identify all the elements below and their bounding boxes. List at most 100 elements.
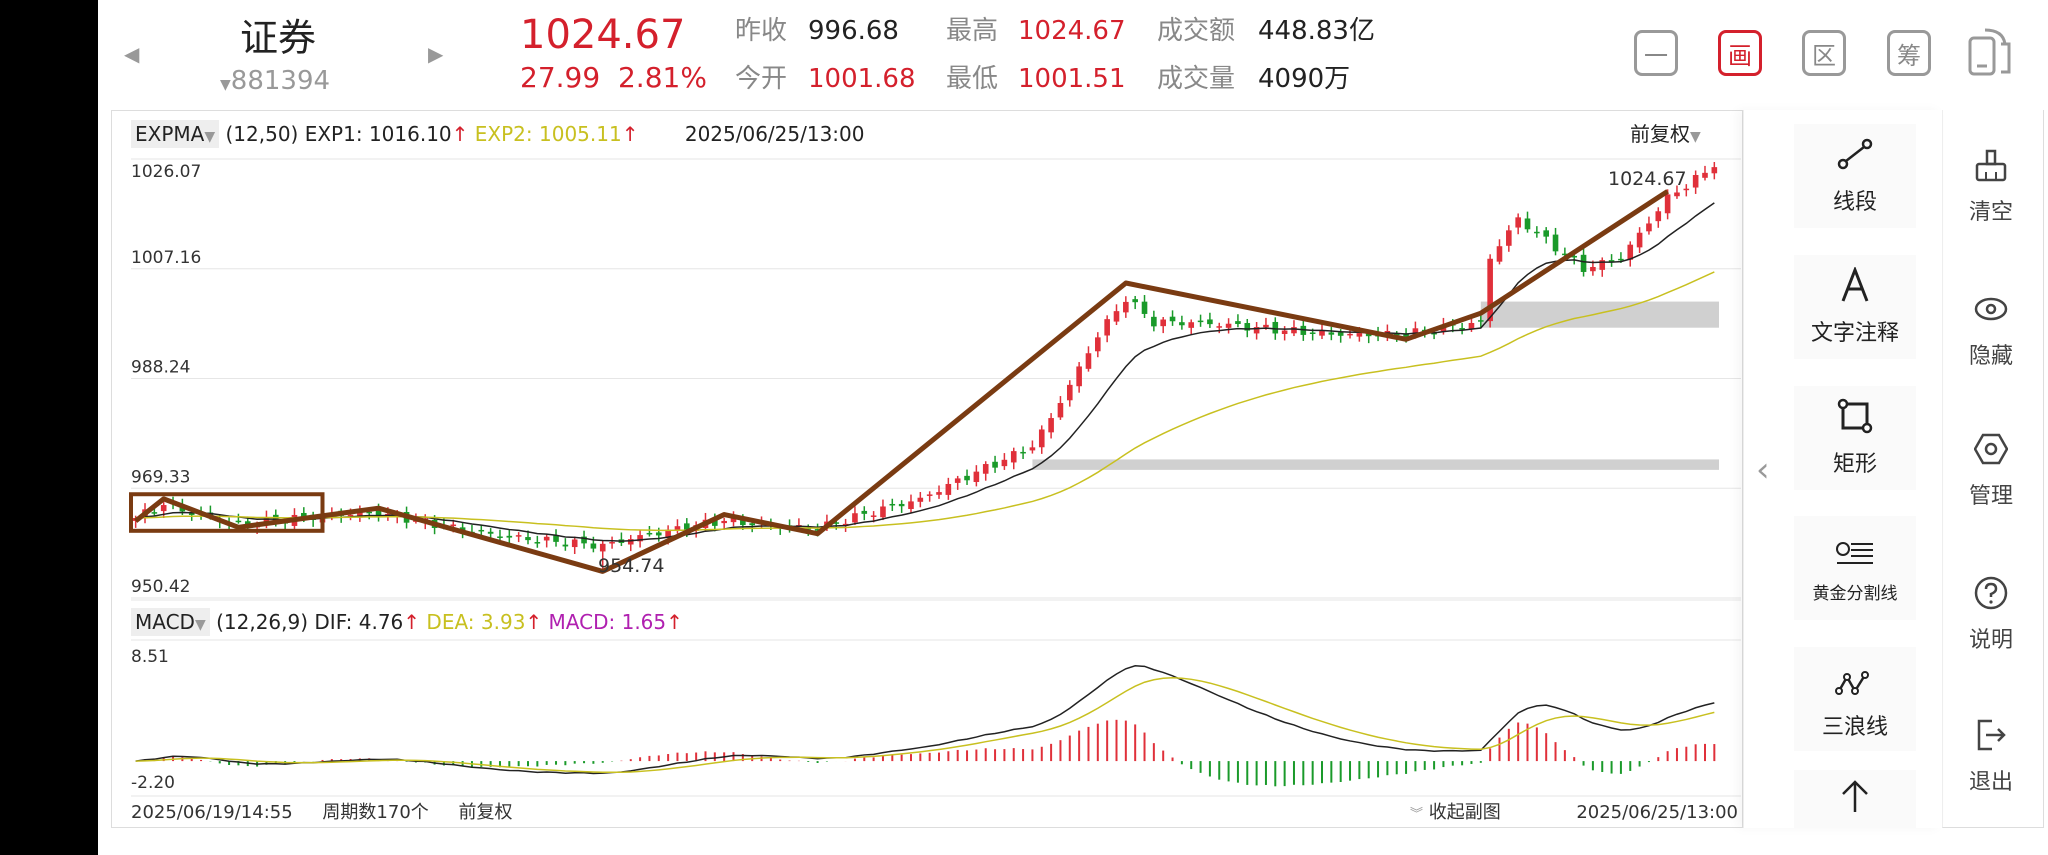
tool-label: 黄金分割线 <box>1812 584 1898 604</box>
candle-body <box>1010 451 1017 463</box>
candle-body <box>1524 218 1531 230</box>
stat-label: 成交量 <box>1157 64 1236 94</box>
candle-body <box>627 539 634 545</box>
candle-body <box>833 522 840 524</box>
draw-icon: 画 <box>1728 41 1752 70</box>
macd-params: (12,26,9) <box>216 610 309 634</box>
tool-line-segment[interactable]: 线段 <box>1794 124 1916 228</box>
candle-body <box>1337 332 1344 336</box>
candle-body <box>954 478 961 483</box>
three-wave-icon <box>1833 657 1877 703</box>
up-arrow-icon: ↑ <box>525 610 543 634</box>
candle-body <box>497 536 503 538</box>
stock-code[interactable]: ▼881394 <box>220 66 330 100</box>
macd-max-label: 8.51 <box>131 647 169 667</box>
minus-icon: 一 <box>1644 41 1668 70</box>
candle-body <box>730 517 737 523</box>
golden-ratio-icon <box>1835 532 1875 573</box>
action-label: 说明 <box>1968 628 2013 653</box>
exit-icon <box>1974 718 2008 758</box>
candle-body <box>562 544 569 547</box>
candle-body <box>740 520 746 526</box>
candle-body <box>1132 299 1138 303</box>
candle-body <box>244 521 251 525</box>
prev-stock-arrow[interactable]: ◀ <box>124 42 140 66</box>
tool-three-wave[interactable]: 三浪线 <box>1794 647 1916 751</box>
candle-body <box>1487 258 1493 322</box>
candle-body <box>852 513 858 523</box>
y-tick-label: 988.24 <box>131 358 190 378</box>
indicator-select[interactable]: EXPMA▼ <box>131 120 220 148</box>
candle-body <box>235 520 242 523</box>
candle-body <box>908 501 914 510</box>
low-price-label: 954.74 <box>598 555 664 577</box>
candle-body <box>487 531 494 534</box>
broom-action-button[interactable]: 清空 <box>1946 148 2036 226</box>
candle-body <box>599 543 606 552</box>
candle-body <box>1235 321 1241 324</box>
tool-arrow-up[interactable] <box>1794 770 1916 828</box>
candle-body <box>936 492 942 495</box>
candle-body <box>581 536 587 544</box>
footer-adjust: 前复权 <box>458 802 513 823</box>
candle-body <box>1151 316 1157 327</box>
candle-body <box>1244 323 1251 331</box>
candle-body <box>1029 447 1036 451</box>
candle-body <box>749 523 755 526</box>
tool-text-annotation[interactable]: 文字注释 <box>1794 255 1916 359</box>
candle-body <box>590 543 597 549</box>
next-stock-arrow[interactable]: ▶ <box>428 42 444 66</box>
candle-body <box>1123 301 1129 313</box>
eye-action-button[interactable]: 隐藏 <box>1946 292 2036 370</box>
candle-body <box>1076 366 1082 387</box>
candle-body <box>543 536 550 541</box>
support-zone <box>1480 301 1719 328</box>
tool-golden-ratio[interactable]: 黄金分割线 <box>1794 516 1916 620</box>
candle-body <box>1188 322 1195 328</box>
minus-mode-button[interactable]: 一 <box>1634 30 1678 76</box>
tool-label: 三浪线 <box>1821 715 1888 740</box>
tool-rectangle[interactable]: 矩形 <box>1794 386 1916 490</box>
candle-body <box>917 497 924 502</box>
rotate-screen-icon[interactable] <box>1967 26 2011 82</box>
draw-mode-button[interactable]: 画 <box>1718 30 1762 76</box>
candle-body <box>1646 223 1652 232</box>
candle-body <box>1085 353 1092 369</box>
candle-body <box>1001 459 1008 467</box>
candle-body <box>1683 188 1690 191</box>
sub-indicator-name: MACD <box>135 610 195 634</box>
candle-body <box>1057 403 1064 418</box>
text-annotation-icon <box>1835 265 1875 309</box>
broom-icon <box>1974 148 2008 188</box>
candle-body <box>1412 328 1419 335</box>
chips-mode-button[interactable]: 筹 <box>1887 30 1931 76</box>
cursor-time: 2025/06/25/13:00 <box>684 122 865 146</box>
range-mode-button[interactable]: 区 <box>1802 30 1846 76</box>
candle-body <box>646 532 653 535</box>
exit-action-button[interactable]: 退出 <box>1946 718 2036 796</box>
collapse-panel-chevron-icon[interactable]: ‹ <box>1756 450 1770 490</box>
macd-min-label: -2.20 <box>131 773 175 793</box>
line-segment-icon <box>1835 136 1875 178</box>
candle-body <box>1618 258 1624 261</box>
candle-body <box>1608 260 1615 262</box>
adjust-select[interactable]: 前复权▼ <box>1630 122 1701 149</box>
candle-body <box>1664 194 1671 214</box>
up-arrow-icon: ↑ <box>451 122 469 146</box>
candle-body <box>926 494 933 496</box>
candle-body <box>534 542 541 544</box>
candle-body <box>1038 429 1045 448</box>
hexagon-settings-action-button[interactable]: 管理 <box>1946 432 2036 510</box>
help-action-button[interactable]: 说明 <box>1946 576 2036 654</box>
candle-body <box>347 514 354 517</box>
candle-body <box>1141 301 1148 314</box>
collapse-sub-chart-button[interactable]: ︾ 收起副图 <box>1410 802 1501 826</box>
sub-indicator-select[interactable]: MACD▼ <box>131 608 210 636</box>
candle-body <box>712 519 718 526</box>
candle-body <box>1627 244 1634 260</box>
action-label: 退出 <box>1968 770 2013 795</box>
y-tick-label: 1026.07 <box>131 162 201 182</box>
candle-body <box>898 503 905 507</box>
rectangle-icon <box>1835 398 1875 440</box>
